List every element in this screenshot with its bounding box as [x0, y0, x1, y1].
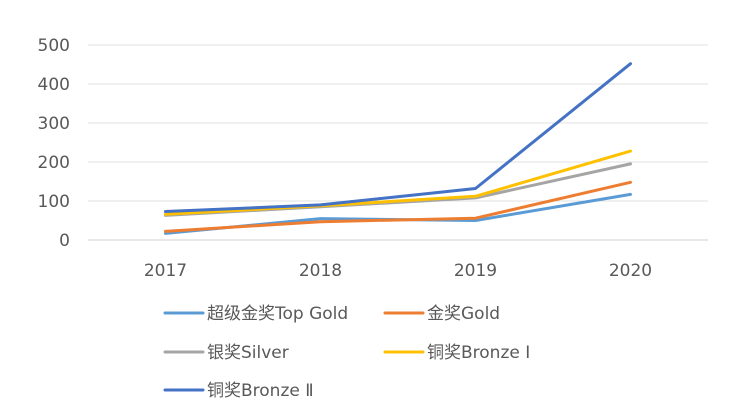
y-tick-label: 100 — [38, 192, 70, 212]
x-tick-label: 2020 — [609, 261, 652, 281]
series-line-1 — [164, 180, 632, 233]
legend: 超级金奖Top Gold 金奖Gold 银奖Silver 铜奖Bronze Ⅰ 铜奖Br… — [163, 304, 530, 401]
y-tick-label: 300 — [38, 114, 70, 134]
legend-label: 银奖Silver — [207, 343, 289, 363]
series-line-4 — [164, 62, 632, 213]
x-tick-label: 2019 — [454, 261, 497, 281]
legend-label: 铜奖Bronze Ⅰ — [427, 343, 530, 363]
legend-item-0: 超级金奖Top Gold — [163, 304, 348, 324]
series-line-3 — [164, 149, 632, 216]
legend-item-1: 金奖Gold — [383, 304, 500, 324]
legend-label: 超级金奖Top Gold — [207, 304, 348, 324]
legend-label: 铜奖Bronze Ⅱ — [207, 381, 314, 401]
x-axis-ticks: 2017 2018 2019 2020 — [144, 261, 652, 281]
series-lines — [164, 62, 632, 235]
x-tick-label: 2017 — [144, 261, 187, 281]
legend-label: 金奖Gold — [427, 304, 500, 324]
y-tick-label: 400 — [38, 75, 70, 95]
y-axis-ticks: 0 100 200 300 400 500 — [38, 36, 70, 251]
x-tick-label: 2018 — [299, 261, 342, 281]
legend-item-3: 铜奖Bronze Ⅰ — [383, 343, 530, 363]
legend-item-4: 铜奖Bronze Ⅱ — [163, 381, 314, 401]
gridlines — [88, 44, 708, 241]
y-tick-label: 200 — [38, 153, 70, 173]
legend-item-2: 银奖Silver — [163, 343, 289, 363]
y-tick-label: 500 — [38, 36, 70, 56]
y-tick-label: 0 — [59, 231, 70, 251]
